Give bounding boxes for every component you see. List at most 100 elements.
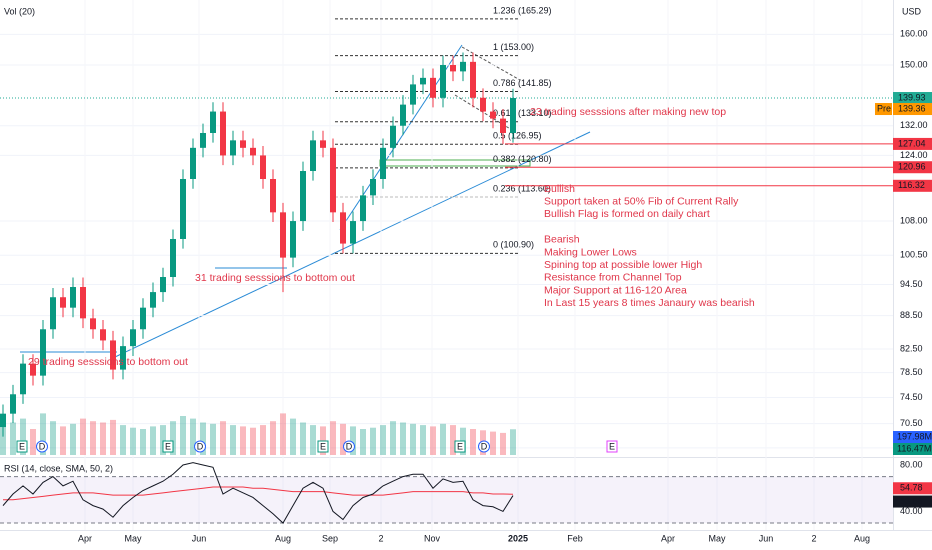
candle-body: [140, 307, 146, 330]
volume-bar: [390, 421, 396, 455]
currency: USD: [902, 6, 922, 16]
event-label: E: [19, 441, 25, 451]
note: Bearish: [544, 234, 580, 246]
note: Making Lower Lows: [544, 246, 637, 258]
volume-bar: [270, 421, 276, 455]
y-tick-label: 78.50: [900, 367, 923, 377]
volume-bar: [70, 423, 76, 455]
candle-body: [360, 195, 366, 222]
candle-body: [470, 61, 476, 98]
candle-body: [120, 346, 126, 370]
candle-body: [450, 65, 456, 72]
volume-bar: [20, 418, 26, 455]
candle-body: [270, 178, 276, 213]
price-tag-label: 127.04: [898, 138, 926, 148]
y-tick-label: 100.50: [900, 250, 928, 260]
rsi-tag-label: 54.78: [900, 483, 923, 493]
annotation: 31 trading sesssions to bottom out: [195, 272, 355, 284]
candle-body: [130, 329, 136, 347]
candle-body: [420, 77, 426, 85]
candle-body: [100, 329, 106, 341]
y-tick-label: 150.00: [900, 59, 928, 69]
pre-tag-label: Pre: [877, 103, 891, 113]
volume-bar: [180, 416, 186, 455]
volume-bar: [350, 426, 356, 455]
candle-body: [60, 297, 66, 308]
note: Resistance from Channel Top: [544, 272, 682, 284]
candle-body: [310, 140, 316, 172]
note: Spining top at possible lower High: [544, 259, 702, 271]
candle-body: [160, 277, 166, 293]
volume-bar: [500, 432, 506, 455]
volume-bar: [40, 413, 46, 455]
volume-bar: [260, 425, 266, 455]
event-label: D: [39, 441, 46, 451]
rsi-tag: [893, 482, 932, 495]
price-tag: [893, 92, 932, 105]
volume-bar: [30, 429, 36, 455]
volume-bar: [400, 422, 406, 455]
fib-label: 0.786 (141.85): [493, 78, 552, 88]
volume-bar: [330, 421, 336, 455]
y-tick-label: 108.00: [900, 215, 928, 225]
volume-bar: [510, 429, 516, 455]
event-label: E: [165, 441, 171, 451]
candle-body: [500, 118, 506, 133]
rsi-tick-label: 40.00: [900, 506, 923, 516]
pre-tag: [875, 103, 892, 116]
note: Bullish Flag is formed on daily chart: [544, 208, 710, 220]
candle-body: [410, 84, 416, 105]
price-tag-label: 116.32: [898, 180, 925, 190]
volume-bar: [490, 431, 496, 455]
fib-label: 0.236 (113.60): [493, 183, 551, 193]
rsi-tag-label: 53.66: [900, 496, 923, 506]
candle-body: [290, 221, 296, 258]
x-tick-label: May: [124, 533, 142, 543]
volume-bar: [370, 427, 376, 455]
volume-bar: [220, 421, 226, 455]
volume-bar: [90, 421, 96, 455]
volume-bar: [230, 425, 236, 455]
x-tick-label: Apr: [661, 533, 675, 543]
candle-body: [80, 287, 86, 319]
candle-body: [330, 147, 336, 213]
y-tick-label: 132.00: [900, 120, 928, 130]
candle-body: [20, 363, 26, 395]
fib-label: 0.618 (133.10): [493, 108, 552, 118]
volume-bar: [120, 425, 126, 455]
y-tick-label: 74.50: [900, 392, 923, 402]
fib-label: 1.236 (165.29): [493, 5, 552, 15]
candle-body: [460, 61, 466, 72]
candle-body: [70, 287, 76, 308]
volume-bar: [200, 422, 206, 455]
indicator-label: Vol (20): [4, 6, 35, 16]
event-icon: [162, 440, 174, 453]
y-tick-label: 82.50: [900, 343, 923, 353]
volume-bar: [170, 421, 176, 455]
price-tag: [893, 179, 932, 192]
y-tick-label: 124.00: [900, 150, 928, 160]
candle-body: [150, 292, 156, 308]
annotation: 29 trading sesssions to bottom out: [28, 356, 188, 368]
candle-body: [260, 155, 266, 179]
volume-tag: [893, 431, 932, 443]
candle-body: [210, 111, 216, 133]
candle-body: [320, 140, 326, 148]
event-icon: [454, 440, 466, 453]
volume-bar: [380, 425, 386, 455]
x-tick-label: Feb: [567, 533, 583, 543]
event-icon: [343, 440, 355, 453]
candle-body: [240, 140, 246, 148]
volume-bar: [430, 426, 436, 455]
price-tag: [893, 161, 932, 174]
candle-body: [400, 104, 406, 126]
candle-body: [440, 65, 446, 98]
event-label: E: [609, 441, 615, 451]
rsi-label: RSI (14, close, SMA, 50, 2): [4, 463, 113, 473]
event-label: D: [346, 441, 353, 451]
candle-body: [40, 329, 46, 376]
price-tag-label: 120.96: [898, 162, 926, 172]
note: In Last 15 years 8 times Janaury was bea…: [544, 297, 755, 309]
event-icon: [16, 440, 28, 453]
candle-body: [220, 111, 226, 156]
